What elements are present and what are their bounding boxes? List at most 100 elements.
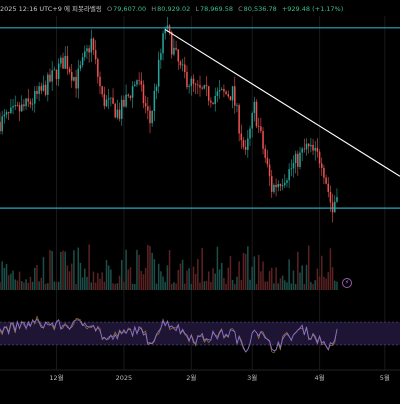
volume-bar (251, 266, 253, 290)
volume-bar (155, 283, 158, 290)
volume-bar (79, 262, 82, 290)
volume-bar (192, 266, 195, 290)
x-axis: 12월 2025 2월 3월 4월 5월 (0, 369, 400, 382)
horizontal-levels[interactable] (0, 27, 400, 209)
volume-bar (168, 250, 171, 290)
volume-bar (75, 283, 77, 290)
volume-bar (112, 283, 114, 290)
x-tick-label: 2025 (116, 374, 133, 382)
volume-bar (197, 258, 199, 290)
candle-body (18, 105, 21, 112)
volume-bar (177, 270, 180, 290)
ohlc-close-label: C (238, 5, 243, 13)
candle-body (225, 91, 227, 95)
volume-bar (301, 265, 303, 290)
candle-body (20, 104, 23, 112)
candles (0, 16, 338, 223)
volume-bar (105, 260, 108, 290)
candle-body (318, 151, 321, 164)
candle-body (218, 89, 221, 92)
volume-bar (114, 283, 116, 290)
volume-bar (284, 280, 286, 290)
volume-bar (99, 278, 101, 290)
candle-body (186, 72, 188, 88)
volume-bar (253, 256, 256, 290)
candle-body (238, 105, 240, 134)
volume-bar (162, 276, 164, 290)
volume-bar (207, 271, 210, 290)
candle-body (81, 57, 84, 66)
volume-bar (77, 247, 80, 290)
volume-bar (136, 249, 138, 290)
candle-body (10, 107, 12, 114)
volume-bar (88, 244, 90, 290)
candle-body (16, 105, 19, 106)
candle-body (55, 69, 58, 79)
candle-body (205, 85, 208, 87)
candle-body (194, 83, 197, 85)
candle-body (34, 90, 36, 104)
volume-bar (20, 281, 23, 290)
volume-bar (40, 277, 43, 290)
volume-bar (257, 254, 260, 290)
volume-bar (144, 267, 147, 290)
rsi-line (0, 318, 338, 353)
candle-body (134, 84, 136, 87)
candle-body (131, 86, 134, 98)
ohlc-high-value: 80,929.02 (157, 5, 191, 13)
volume-bar (12, 270, 14, 290)
candle-body (97, 59, 99, 77)
candle-body (268, 164, 271, 177)
candle-body (257, 126, 260, 127)
volume-bar (16, 280, 19, 290)
candle-body (325, 177, 327, 184)
lightning-icon[interactable]: ⚡ (342, 278, 352, 288)
ohlc-open-label: O (106, 5, 113, 13)
candle-body (260, 126, 262, 132)
volume-bar (3, 267, 6, 290)
candle-body (105, 99, 108, 107)
volume-bar (14, 279, 16, 290)
candle-body (264, 148, 266, 158)
candle-body (327, 183, 330, 193)
volume-bar (201, 248, 203, 290)
volume-bar (205, 280, 208, 290)
candle-body (240, 133, 243, 141)
volume-bar (10, 273, 12, 290)
x-tick-label: 3월 (247, 373, 257, 382)
candle-body (38, 86, 40, 94)
volume-bar (94, 282, 97, 290)
trend-line-group[interactable] (164, 29, 400, 177)
volume-bar (68, 271, 71, 290)
volume-bar (55, 281, 58, 290)
volume-bar (64, 251, 66, 290)
candle-body (14, 105, 16, 107)
volume-bar (120, 260, 123, 290)
candle-body (107, 98, 110, 100)
candle-body (73, 76, 75, 81)
candle-body (120, 99, 123, 119)
volume-bar (236, 276, 238, 290)
volume-bar (275, 267, 277, 290)
candle-body (151, 111, 153, 124)
volume-bar (312, 283, 314, 290)
candle-body (212, 102, 214, 104)
candle-body (27, 98, 30, 102)
candle-body (329, 192, 332, 203)
candle-body (181, 64, 184, 66)
candle-body (79, 65, 82, 69)
candle-body (94, 49, 97, 60)
volume-bar (336, 281, 338, 290)
volume-bar (320, 255, 323, 290)
rsi-panel (0, 315, 400, 354)
candle-body (316, 147, 319, 152)
volume-bar (138, 254, 140, 290)
volume-bar (149, 245, 151, 290)
candle-body (297, 153, 299, 167)
candle-body (116, 109, 119, 118)
volume-bar (25, 279, 27, 290)
volume-bar (227, 267, 230, 290)
volume-bar (31, 281, 34, 290)
